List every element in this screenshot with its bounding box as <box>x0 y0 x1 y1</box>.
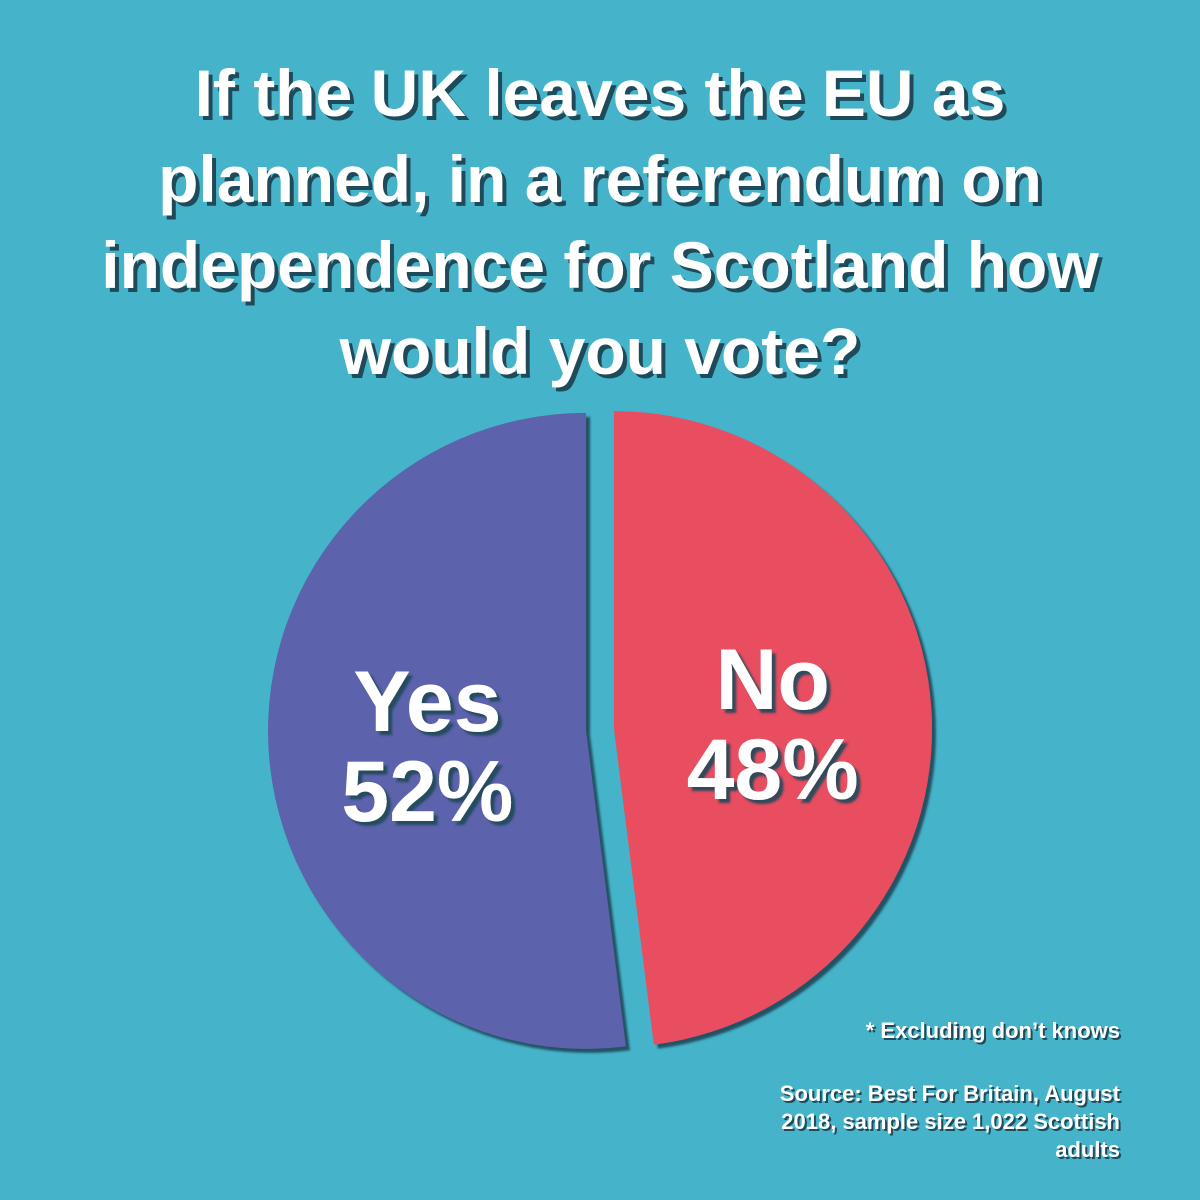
slice-value-label: 48% <box>687 722 859 818</box>
pie-slice <box>613 411 932 1045</box>
chart-title: If the UK leaves the EU as planned, in a… <box>101 56 1099 388</box>
slice-category: Yes <box>353 654 501 750</box>
source-note: Source: Best For Britain, August 2018, s… <box>779 1081 1120 1162</box>
footnote: * Excluding don’t knows <box>865 1018 1120 1043</box>
slice-category: No <box>715 632 830 728</box>
slice-value-label: 52% <box>341 744 513 840</box>
pie-slice <box>268 412 626 1049</box>
